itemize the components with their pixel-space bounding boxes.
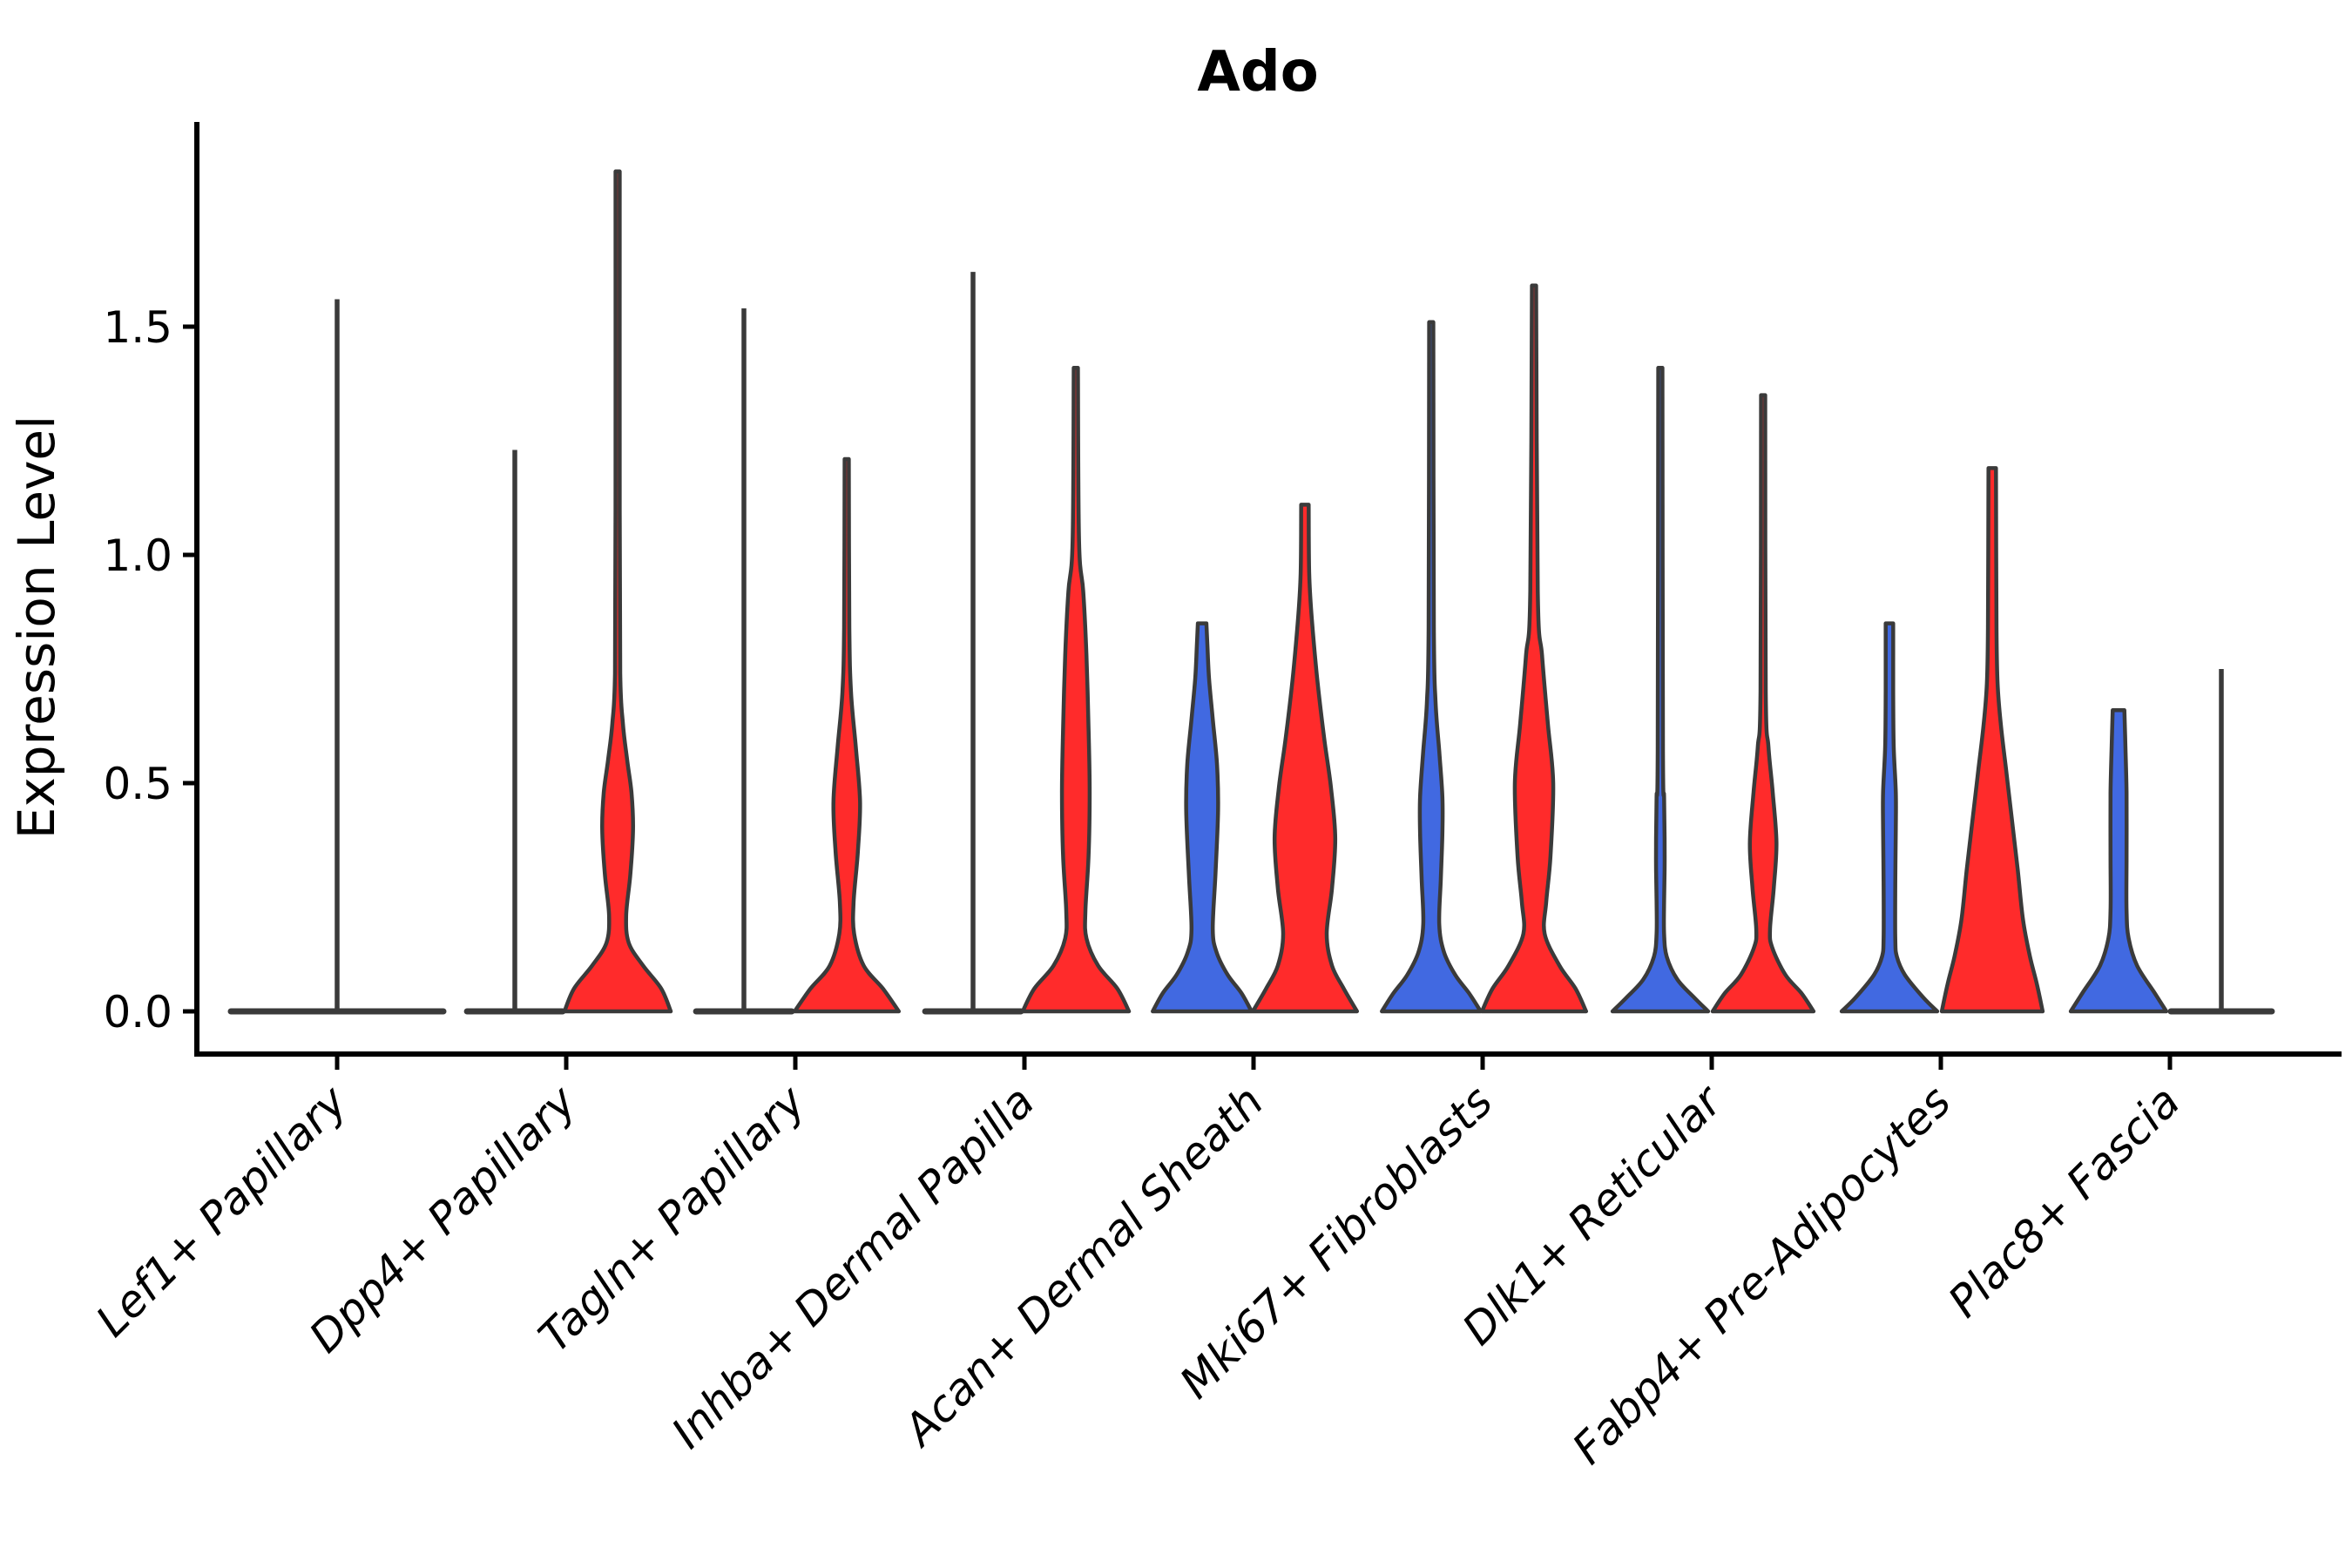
- violin-group: [1839, 466, 2045, 1014]
- y-tick-label: 0.5: [103, 759, 172, 809]
- violin-group: [463, 169, 673, 1015]
- violin-group: [1610, 365, 1816, 1014]
- violin-series: [227, 169, 2275, 1015]
- axes: [194, 122, 2342, 1057]
- violin-group: [2068, 669, 2275, 1015]
- violin-group: [693, 308, 902, 1015]
- chart-title: Ado: [1197, 40, 1318, 105]
- violin-red: [1710, 393, 1816, 1014]
- violin-group: [1380, 283, 1589, 1014]
- violin-blue: [1610, 365, 1711, 1014]
- y-tick-label: 0.0: [103, 987, 172, 1037]
- x-category-label: Fabp4+ Pre-Adipocytes: [1563, 1076, 1961, 1474]
- violin-red: [1939, 466, 2045, 1014]
- y-tick-label: 1.0: [103, 531, 172, 581]
- x-category-label: Lef1+ Papillary: [86, 1075, 357, 1346]
- y-axis-ticks: 0.0 0.5 1.0 1.5: [103, 302, 197, 1037]
- violin-red: [1479, 283, 1589, 1014]
- x-category-label: Plac8+ Fascia: [1939, 1076, 2190, 1327]
- violin-group: [922, 272, 1132, 1015]
- violin-blue: [1380, 320, 1483, 1014]
- violin-group: [1151, 503, 1360, 1014]
- violin-red: [792, 456, 902, 1014]
- violin-group: [227, 299, 447, 1015]
- violin-blue: [1151, 621, 1254, 1014]
- violin-red: [1020, 365, 1132, 1014]
- x-category-label: Inhba+ Dermal Papilla: [662, 1076, 1044, 1457]
- violin-red: [1250, 503, 1360, 1014]
- x-category-label: Acan+ Dermal Sheath: [893, 1076, 1274, 1456]
- violin-blue: [2068, 707, 2169, 1014]
- violin-red: [562, 169, 673, 1014]
- y-tick-label: 1.5: [103, 302, 172, 353]
- violin-blue: [1839, 621, 1940, 1014]
- y-axis-label: Expression Level: [7, 416, 66, 839]
